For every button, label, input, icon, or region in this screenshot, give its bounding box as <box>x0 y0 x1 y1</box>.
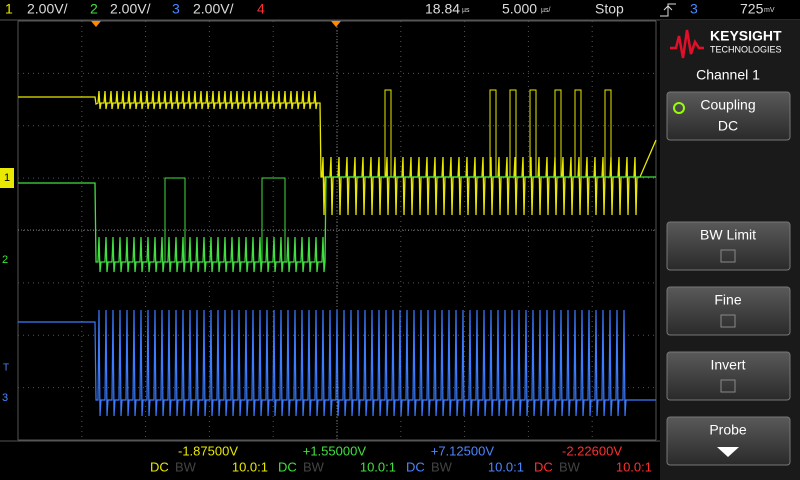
delay: 18.84 <box>425 1 460 17</box>
marker-label: 2 <box>2 254 8 266</box>
bw-limit: BW <box>303 459 325 474</box>
ch2-burst <box>164 177 186 262</box>
softkey[interactable] <box>666 351 791 401</box>
ch1-burst <box>509 89 517 177</box>
run-state: Stop <box>595 1 624 17</box>
probe: 10.0:1 <box>488 459 524 474</box>
coupling: DC <box>406 459 425 474</box>
softkey-label: BW Limit <box>700 227 756 243</box>
ch-scale: 2.00V/ <box>193 1 234 17</box>
time-marker <box>331 21 341 27</box>
softkeys: Coupling DC BW Limit Fine Invert Probe <box>666 91 791 466</box>
ch1-burst <box>554 89 562 177</box>
offset: +7.12500V <box>431 443 495 458</box>
trigger-source: 3 <box>690 1 698 17</box>
menu-title: Channel 1 <box>696 67 760 83</box>
marker-label: T <box>3 363 9 374</box>
marker-label: 3 <box>2 392 8 404</box>
time-marker <box>91 21 101 27</box>
ch-scale: 2.00V/ <box>110 1 151 17</box>
softkey-label: Invert <box>710 357 745 373</box>
offset: +1.55000V <box>303 443 367 458</box>
checkbox <box>720 249 736 263</box>
offset: -1.87500V <box>178 443 238 458</box>
ch-number: 2 <box>90 1 98 17</box>
softkey[interactable] <box>666 416 791 466</box>
waveforms <box>18 89 657 417</box>
trigger-icon <box>660 3 676 17</box>
ch2-trace <box>18 176 656 273</box>
bw-limit: BW <box>431 459 453 474</box>
timebase-unit: µs/ <box>541 7 551 14</box>
checkbox <box>720 314 736 328</box>
ch1-marker <box>0 168 14 188</box>
softkey-label: Fine <box>714 292 741 308</box>
coupling: DC <box>534 459 553 474</box>
softkey-label: Coupling <box>700 97 755 113</box>
softkey[interactable] <box>666 221 791 271</box>
top-bar <box>0 0 800 20</box>
ch1-burst <box>529 89 537 177</box>
ch-number: 3 <box>172 1 180 17</box>
marker-label: 1 <box>4 172 10 184</box>
brand-sub: TECHNOLOGIES <box>710 44 782 54</box>
ch1-burst <box>574 89 582 177</box>
probe: 10.0:1 <box>232 459 268 474</box>
ch-number: 1 <box>5 1 13 17</box>
ch-number: 4 <box>257 1 265 17</box>
graticule <box>17 20 657 441</box>
probe: 10.0:1 <box>360 459 396 474</box>
timebase: 5.000 <box>502 1 537 17</box>
bw-limit: BW <box>559 459 581 474</box>
ch3-trace <box>18 309 656 417</box>
bw-limit: BW <box>175 459 197 474</box>
delay-unit: µs <box>462 7 470 14</box>
trigger-level: 725 <box>740 1 764 17</box>
brand: KEYSIGHT <box>710 28 782 44</box>
ch2-burst <box>261 177 286 262</box>
coupling: DC <box>150 459 169 474</box>
coupling-icon <box>673 102 685 114</box>
offset: -2.22600V <box>562 443 622 458</box>
softkey-value: DC <box>718 118 738 134</box>
ch1-burst <box>489 89 497 177</box>
checkbox <box>720 379 736 393</box>
logo <box>670 29 704 59</box>
coupling: DC <box>278 459 297 474</box>
ch1-burst <box>384 89 392 177</box>
ch1-burst <box>604 89 612 177</box>
arrow <box>717 447 739 457</box>
softkey-label: Probe <box>709 422 747 438</box>
softkey[interactable] <box>666 286 791 336</box>
trigger-unit: mV <box>764 7 775 14</box>
ch-scale: 2.00V/ <box>27 1 68 17</box>
probe: 10.0:1 <box>616 459 652 474</box>
softkey[interactable] <box>666 91 791 141</box>
